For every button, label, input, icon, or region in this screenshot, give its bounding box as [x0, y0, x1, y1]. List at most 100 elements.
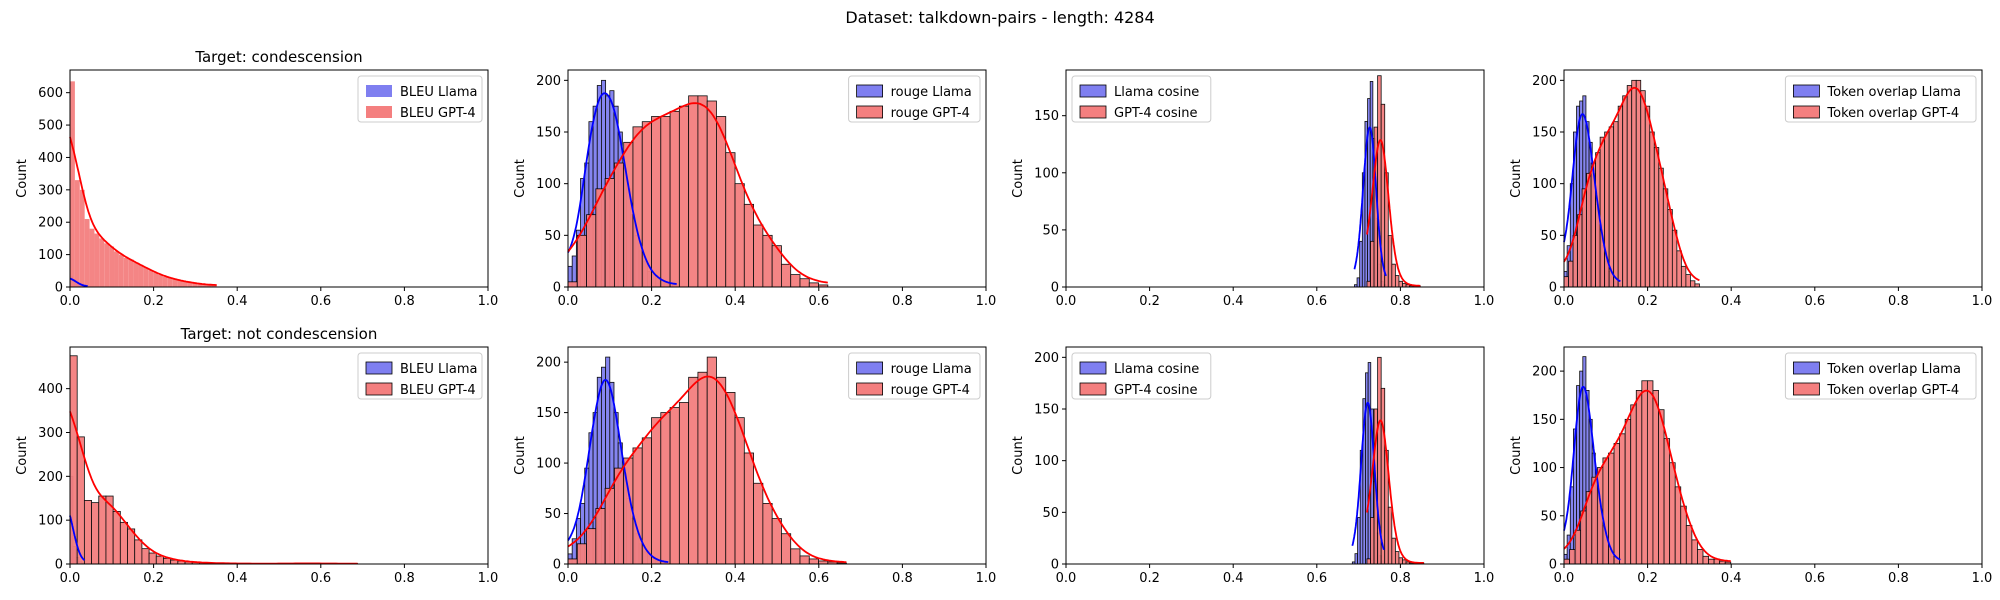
x-tick-label: 0.0 [60, 294, 81, 309]
histogram-bar [771, 518, 782, 565]
y-tick-label: 200 [1034, 351, 1059, 366]
histogram-bar [1649, 131, 1655, 288]
subplot-title: Target: condescension [194, 48, 362, 66]
histogram-bar [134, 539, 143, 565]
histogram-bar [1387, 506, 1393, 565]
histogram-bar [1391, 263, 1396, 288]
x-tick-label: 0.6 [808, 294, 829, 309]
histogram-bar [182, 281, 188, 287]
x-tick-label: 0.6 [310, 294, 331, 309]
histogram-bar [163, 557, 172, 565]
legend-label: BLEU GPT-4 [400, 106, 476, 121]
histogram-bar [192, 283, 198, 287]
legend: rouge Llama rouge GPT-4 [848, 352, 981, 400]
histogram-bar [1685, 274, 1691, 288]
histogram-bar [94, 233, 100, 287]
histogram-bar [133, 262, 139, 287]
axes-frame [1563, 69, 1983, 288]
y-axis-label: Count [1011, 436, 1026, 475]
y-tick-label: 50 [1540, 509, 1557, 524]
kde-line [1563, 86, 1700, 282]
histogram-bar [109, 246, 115, 287]
x-tick-label: 0.8 [892, 571, 913, 586]
histogram-bar [716, 116, 727, 288]
histogram-bar [762, 503, 773, 565]
x-tick-label: 0.8 [1390, 294, 1411, 309]
histogram-bar [1370, 517, 1375, 565]
x-tick-label: 1.0 [976, 571, 997, 586]
histogram-bar [1617, 105, 1624, 288]
legend-label: rouge Llama [891, 85, 972, 100]
y-tick-label: 0 [1549, 281, 1557, 296]
histogram-bar [128, 259, 134, 287]
x-tick-label: 0.8 [892, 294, 913, 309]
histogram-bar [1394, 551, 1400, 565]
histogram-bar [678, 402, 690, 565]
y-tick-label: 200 [536, 74, 561, 89]
y-tick-label: 100 [1532, 177, 1557, 192]
x-tick-label: 0.4 [227, 571, 248, 586]
histogram-bar [1680, 265, 1687, 288]
x-tick-label: 0.2 [143, 294, 164, 309]
y-tick-label: 0 [1051, 558, 1059, 573]
histogram-bar [187, 282, 193, 287]
y-tick-label: 100 [536, 177, 561, 192]
x-tick-label: 0.4 [725, 294, 746, 309]
axes-frame [567, 346, 987, 565]
subplot-title: Target: not condescension [180, 325, 378, 343]
y-tick-label: 500 [38, 119, 63, 134]
histogram-bar [1402, 559, 1407, 565]
histogram-bar [781, 533, 792, 565]
histogram-bar [1671, 229, 1678, 288]
x-tick-label: 0.0 [1554, 294, 1575, 309]
legend-swatch [1793, 361, 1820, 375]
x-tick-label: 1.0 [1474, 294, 1495, 309]
kde-line [1563, 113, 1621, 283]
histogram-bar [743, 452, 754, 565]
histogram-bar [162, 276, 168, 287]
legend-swatch [1079, 361, 1107, 375]
histogram-bar [148, 552, 157, 565]
y-tick-label: 50 [544, 229, 561, 244]
histogram-bar [725, 152, 736, 288]
kde-line [1563, 385, 1621, 561]
histogram-bar [127, 528, 136, 565]
axes-frame [69, 346, 489, 565]
kde-line [69, 515, 86, 561]
x-tick-label: 1.0 [1474, 571, 1495, 586]
histogram-bar [790, 548, 801, 565]
y-axis-label: Count [1509, 436, 1524, 475]
histogram-bar [138, 264, 144, 287]
x-tick-label: 0.4 [1223, 571, 1244, 586]
y-tick-label: 600 [38, 86, 63, 101]
histogram-bar [98, 495, 107, 565]
y-tick-label: 200 [1532, 74, 1557, 89]
y-tick-label: 300 [38, 426, 63, 441]
subplot-4: 0.0 0.2 0.4 0.6 0.8 1.0 0 50 100 150 200 Count Token… [1509, 69, 1992, 309]
histogram-bar [172, 279, 178, 287]
legend-label: GPT-4 cosine [1114, 106, 1197, 121]
histogram-bar [155, 555, 164, 565]
y-tick-label: 150 [1034, 109, 1059, 124]
legend-label: Llama cosine [1114, 362, 1199, 377]
histogram-bar [148, 270, 154, 287]
histogram-bar [1398, 280, 1403, 288]
y-tick-label: 100 [1034, 454, 1059, 469]
histogram-bar [89, 228, 95, 287]
histogram-bar [153, 272, 159, 287]
legend-swatch [1793, 84, 1820, 98]
histogram-bar [1577, 214, 1583, 288]
legend-label: rouge GPT-4 [891, 383, 970, 398]
histogram-bar [1669, 462, 1676, 565]
histogram-bar [651, 116, 662, 288]
histogram-bar [211, 285, 217, 287]
x-tick-label: 0.4 [725, 571, 746, 586]
y-tick-label: 100 [1532, 461, 1557, 476]
histogram-bar [1394, 275, 1400, 288]
legend-swatch [856, 105, 883, 119]
x-tick-label: 0.2 [641, 294, 662, 309]
histogram-bar [669, 407, 680, 565]
y-tick-label: 0 [553, 558, 561, 573]
histogram-bar [1663, 438, 1671, 565]
x-tick-label: 0.0 [1554, 571, 1575, 586]
